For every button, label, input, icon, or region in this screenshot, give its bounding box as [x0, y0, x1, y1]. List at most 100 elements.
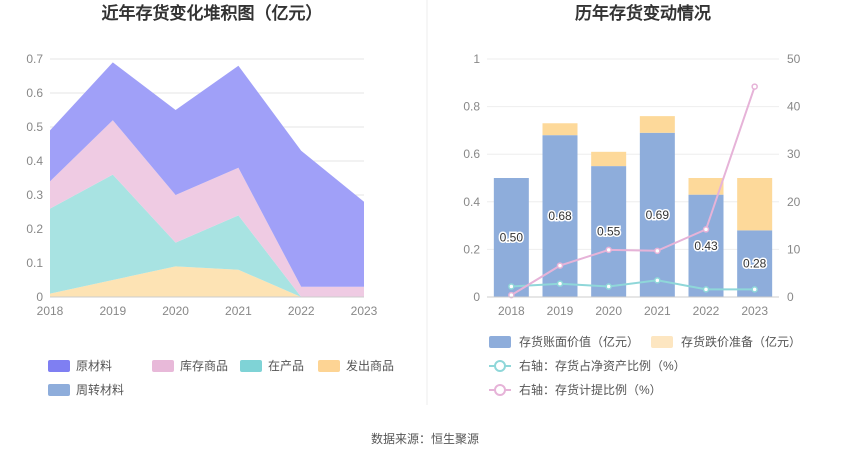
right-y-tick-label: 1 — [473, 52, 480, 66]
left-legend-swatch — [152, 360, 174, 372]
impairment-reserve-bar — [542, 123, 578, 136]
right-x-tick-label: 2021 — [644, 304, 671, 318]
inventory-value-bar — [493, 178, 529, 297]
impairment-reserve-bar — [688, 178, 724, 195]
right-y-tick-label: 0.8 — [463, 100, 480, 114]
inventory-value-bar — [737, 230, 773, 297]
right-y2-tick-label: 50 — [787, 52, 801, 66]
inventory-value-data-label: 0.28 — [743, 257, 767, 271]
right-chart-bars: 0.50 0.68 0.55 0.69 0.43 0.28 — [493, 116, 773, 297]
left-legend-swatch — [48, 384, 70, 396]
left-y-tick-label: 0 — [36, 290, 43, 304]
right-legend-marker — [494, 360, 506, 372]
left-y-tick-label: 0.7 — [26, 52, 43, 66]
impairment-reserve-bar — [591, 151, 627, 167]
left-legend-label: 周转材料 — [76, 382, 124, 397]
right-y-tick-label: 0.6 — [463, 147, 480, 161]
inventory-value-bar — [639, 132, 675, 297]
right-legend-swatch — [651, 336, 673, 348]
left-chart-areas — [50, 62, 364, 297]
line-point — [751, 286, 758, 293]
left-x-tick-label: 2020 — [162, 304, 189, 318]
line-point — [508, 291, 515, 299]
left-area-series-1 — [50, 174, 364, 297]
right-chart-lines — [508, 83, 758, 299]
line-point — [654, 277, 661, 284]
left-x-tick-label: 2018 — [37, 304, 64, 318]
inventory-value-bar — [591, 166, 627, 297]
line-point — [556, 280, 564, 287]
inventory-value-bar — [688, 194, 724, 297]
right-y2-tick-label: 30 — [787, 147, 801, 161]
left-y-tick-label: 0.3 — [26, 188, 43, 202]
line-point — [508, 283, 515, 290]
left-legend-swatch — [318, 360, 340, 372]
right-y2-tick-label: 40 — [787, 100, 801, 114]
left-x-tick-label: 2022 — [288, 304, 315, 318]
left-area-series-2 — [50, 120, 364, 297]
inventory-to-net-assets-line — [511, 279, 755, 291]
right-chart-y2-axis: 0 10 20 30 40 50 — [787, 52, 801, 304]
left-y-tick-label: 0.6 — [26, 86, 43, 100]
right-y-tick-label: 0.4 — [463, 195, 480, 209]
right-y2-tick-label: 10 — [787, 242, 801, 256]
inventory-value-data-label: 0.50 — [500, 231, 524, 245]
line-point — [702, 286, 710, 293]
inventory-value-data-label: 0.55 — [597, 225, 621, 239]
right-legend-label: 右轴：存货占净资产比例（%） — [519, 358, 686, 373]
data-source-footer: 数据来源：恒生聚源 — [371, 431, 479, 446]
left-legend-label: 库存商品 — [180, 358, 228, 373]
impairment-reserve-bar — [639, 116, 675, 133]
line-point — [556, 262, 564, 269]
right-y-tick-label: 0 — [473, 290, 480, 304]
right-chart-y-axis: 0 0.2 0.4 0.6 0.8 1 — [463, 52, 480, 304]
right-y2-tick-label: 20 — [787, 195, 801, 209]
right-y-tick-label: 0.2 — [463, 242, 480, 256]
impairment-ratio-line — [510, 86, 756, 296]
inventory-value-data-label: 0.69 — [646, 208, 670, 222]
line-point — [605, 283, 612, 290]
inventory-value-data-label: 0.68 — [548, 209, 572, 223]
inventory-value-data-label: 0.43 — [694, 239, 718, 253]
right-chart-x-axis: 2018 2019 2020 2021 2022 2023 — [487, 296, 779, 318]
right-chart-title: 历年存货变动情况 — [575, 3, 711, 23]
right-x-tick-label: 2019 — [547, 304, 574, 318]
left-legend-label: 在产品 — [268, 359, 304, 373]
line-point — [605, 246, 612, 254]
line-point — [702, 226, 710, 233]
right-x-tick-label: 2018 — [498, 304, 525, 318]
right-legend-marker — [494, 384, 506, 396]
impairment-reserve-bar — [737, 178, 773, 231]
left-chart-title: 近年存货变化堆积图（亿元） — [102, 3, 323, 23]
inventory-value-bar — [542, 135, 578, 297]
right-x-tick-label: 2022 — [693, 304, 720, 318]
left-y-tick-label: 0.1 — [26, 256, 43, 270]
left-x-tick-label: 2023 — [351, 304, 378, 318]
left-y-tick-label: 0.2 — [26, 222, 43, 236]
left-chart-x-axis: 2018 2019 2020 2021 2022 2023 — [37, 296, 378, 318]
right-x-tick-label: 2020 — [595, 304, 622, 318]
right-x-tick-label: 2023 — [741, 304, 768, 318]
line-point — [654, 247, 661, 255]
left-chart-y-axis: 0 0.1 0.2 0.3 0.4 0.5 0.6 0.7 — [26, 52, 43, 304]
right-chart-legend: 存货账面价值（亿元） 存货跌价准备（亿元） 右轴：存货占净资产比例（%） 右轴：存货计… — [489, 334, 801, 397]
left-y-tick-label: 0.4 — [26, 154, 43, 168]
right-legend-label: 存货跌价准备（亿元） — [681, 334, 801, 349]
left-x-tick-label: 2021 — [225, 304, 252, 318]
right-legend-label: 右轴：存货计提比例（%） — [519, 382, 662, 397]
left-legend-label: 原材料 — [76, 359, 112, 373]
left-x-tick-label: 2019 — [99, 304, 126, 318]
right-legend-swatch — [489, 336, 511, 348]
right-chart-grid — [487, 58, 779, 250]
right-y2-tick-label: 0 — [787, 290, 794, 304]
left-area-series-0 — [50, 266, 364, 297]
left-legend-label: 发出商品 — [346, 358, 394, 373]
line-point — [751, 83, 758, 90]
left-area-series-3 — [50, 62, 364, 287]
right-legend-label: 存货账面价值（亿元） — [519, 334, 639, 349]
left-y-tick-label: 0.5 — [26, 120, 43, 134]
left-legend-swatch — [48, 360, 70, 372]
left-legend-swatch — [240, 360, 262, 372]
